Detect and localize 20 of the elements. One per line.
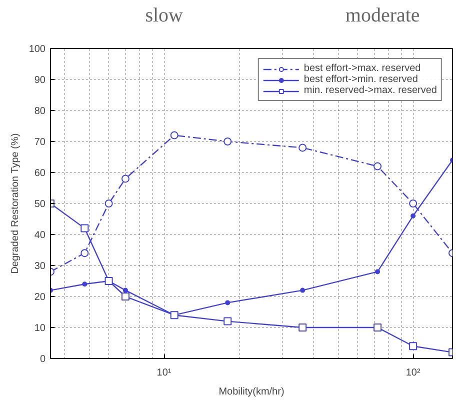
legend-label: best effort->max. reserved bbox=[304, 63, 421, 74]
y-tick-label: 0 bbox=[40, 354, 46, 365]
y-tick-label: 20 bbox=[34, 292, 46, 303]
x-tick-label: 10¹ bbox=[156, 368, 172, 378]
y-tick-label: 50 bbox=[34, 199, 46, 210]
y-tick-label: 10 bbox=[34, 323, 46, 334]
y-tick-label: 80 bbox=[34, 106, 46, 117]
x-tick-label: 10² bbox=[406, 368, 421, 378]
text: moderate bbox=[345, 4, 420, 26]
y-axis-title: Degraded Restoration Type (%) bbox=[10, 133, 21, 274]
y-tick-label: 30 bbox=[34, 261, 46, 272]
text: slow bbox=[145, 4, 184, 26]
y-tick-label: 70 bbox=[34, 137, 46, 148]
legend-label: best effort->min. reserved bbox=[304, 74, 418, 85]
y-tick-label: 60 bbox=[34, 168, 46, 179]
y-tick-label: 90 bbox=[34, 75, 46, 86]
legend-label: min. reserved->max. reserved bbox=[304, 85, 437, 96]
x-axis-title: Mobility(km/hr) bbox=[218, 386, 284, 398]
y-tick-label: 40 bbox=[34, 230, 46, 241]
y-tick-label: 100 bbox=[28, 44, 46, 55]
